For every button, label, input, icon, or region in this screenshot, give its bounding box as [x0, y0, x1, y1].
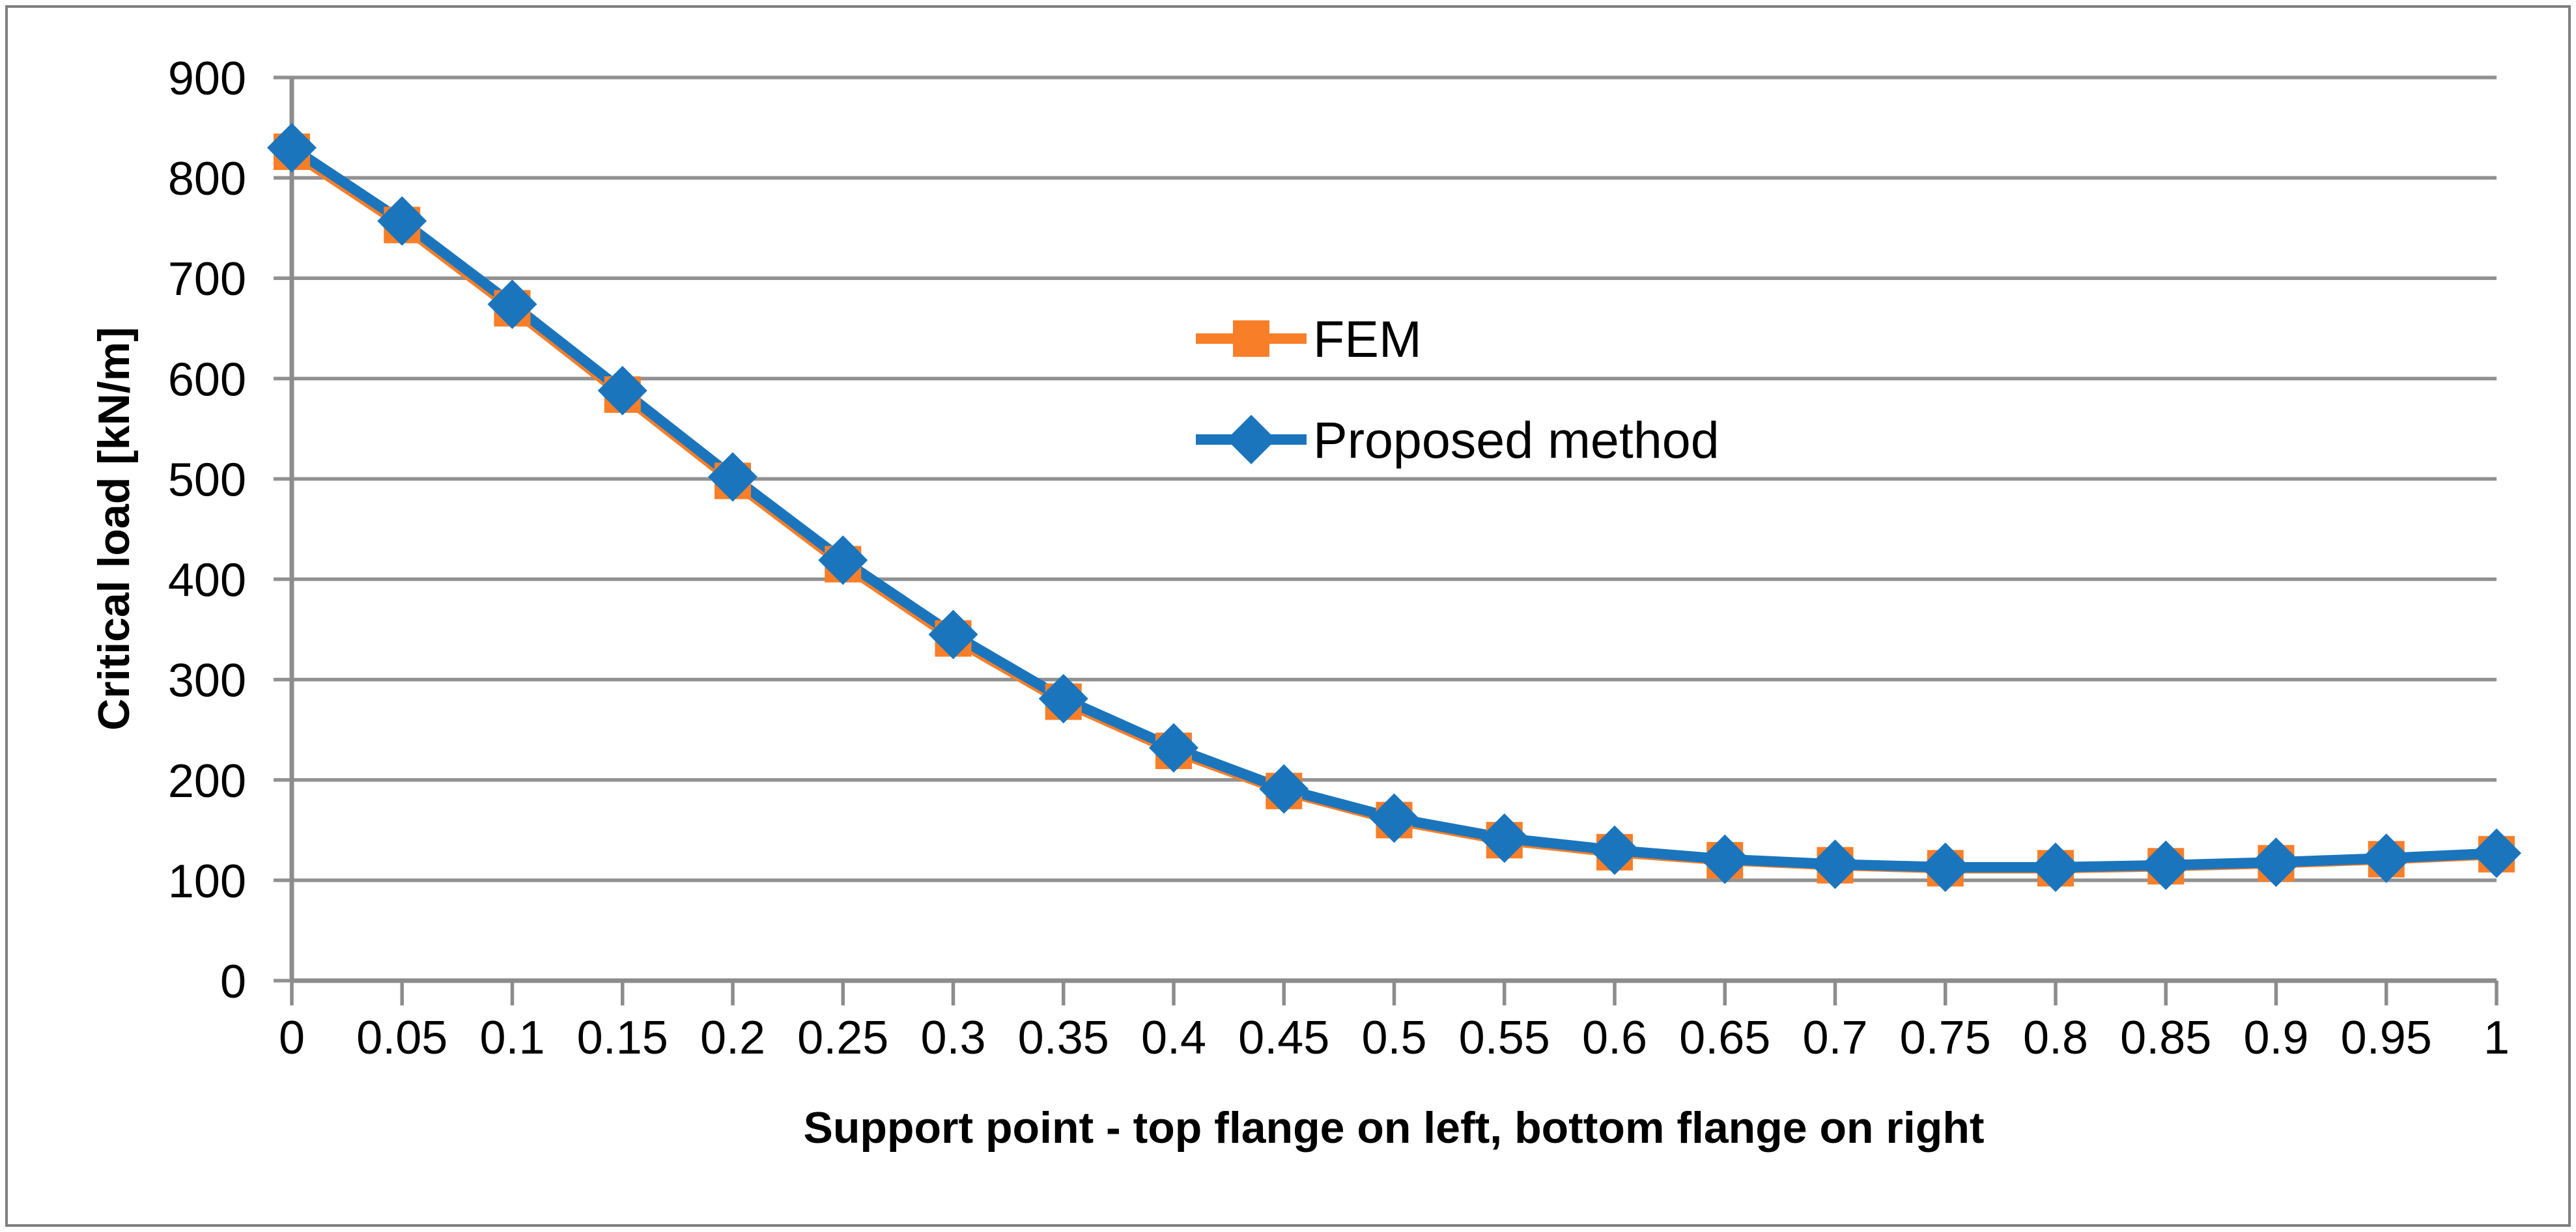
x-tick-label: 0.1	[479, 1012, 545, 1064]
y-tick-label: 400	[168, 555, 246, 607]
legend-marker-fem	[1233, 320, 1269, 357]
y-tick-label: 200	[168, 755, 246, 807]
x-tick-label: 0.6	[1582, 1012, 1647, 1064]
y-axis-title: Critical load [kN/m]	[89, 327, 139, 731]
x-tick-label: 0.65	[1679, 1012, 1770, 1064]
diamond-marker	[1149, 723, 1198, 773]
y-tick-label: 800	[168, 153, 246, 205]
x-tick-label: 0.5	[1361, 1012, 1426, 1064]
x-tick-label: 0.55	[1459, 1012, 1550, 1064]
x-axis-title: Support point - top flange on left, bott…	[803, 1103, 1984, 1153]
y-tick-label: 100	[168, 856, 246, 908]
legend-marker-proposed-method	[1226, 415, 1276, 464]
series-markers-proposed-method	[267, 122, 2521, 892]
diamond-marker	[2472, 828, 2521, 878]
y-tick-label: 300	[168, 655, 246, 707]
x-tick-label: 1	[2484, 1012, 2510, 1064]
diamond-marker	[2141, 840, 2191, 890]
x-tick-label: 0.85	[2120, 1012, 2211, 1064]
diamond-marker	[377, 196, 427, 246]
y-tick-labels: 0 100 200 300 400 500 600 700 800 900	[168, 53, 246, 1008]
y-tick-label: 0	[220, 956, 246, 1008]
x-tick-label: 0.2	[700, 1012, 765, 1064]
legend-entry-fem: FEM	[1196, 310, 1422, 368]
diamond-marker	[1369, 793, 1419, 843]
diamond-marker	[487, 279, 537, 329]
x-tick-label: 0.25	[797, 1012, 888, 1064]
diamond-marker	[1920, 842, 1970, 892]
diamond-marker	[1700, 834, 1750, 884]
gridlines	[292, 76, 2497, 882]
legend-label-proposed-method: Proposed method	[1313, 411, 1720, 469]
y-ticks	[274, 76, 292, 983]
diamond-marker	[2031, 842, 2080, 892]
x-tick-label: 0	[279, 1012, 305, 1064]
diamond-marker	[1810, 839, 1860, 889]
y-tick-label: 500	[168, 454, 246, 506]
diamond-marker	[1038, 673, 1088, 723]
diamond-marker	[818, 535, 868, 585]
y-tick-label: 900	[168, 53, 246, 105]
x-tick-label: 0.95	[2341, 1012, 2432, 1064]
diamond-marker	[2251, 837, 2301, 888]
x-tick-label: 0.3	[920, 1012, 985, 1064]
x-tick-label: 0.9	[2243, 1012, 2308, 1064]
x-tick-label: 0.7	[1802, 1012, 1867, 1064]
x-tick-label: 0.35	[1018, 1012, 1109, 1064]
x-tick-label: 0.75	[1900, 1012, 1991, 1064]
diamond-marker	[928, 609, 978, 660]
diamond-marker	[2361, 833, 2411, 883]
x-tick-label: 0.4	[1141, 1012, 1206, 1064]
diamond-marker	[1259, 764, 1309, 814]
y-tick-label: 600	[168, 354, 246, 406]
chart-border	[5, 5, 2571, 1227]
diamond-marker	[1590, 825, 1639, 875]
x-tick-label: 0.05	[356, 1012, 447, 1064]
legend: FEM Proposed method	[1196, 310, 1720, 469]
legend-entry-proposed-method: Proposed method	[1196, 411, 1720, 469]
x-tick-label: 0.45	[1238, 1012, 1329, 1064]
diamond-marker	[708, 452, 757, 502]
x-tick-label: 0.15	[577, 1012, 668, 1064]
diamond-marker	[597, 365, 647, 415]
x-ticks	[290, 981, 2498, 1005]
diamond-marker	[267, 122, 317, 173]
x-tick-label: 0.8	[2023, 1012, 2088, 1064]
diamond-marker	[1479, 813, 1529, 863]
legend-label-fem: FEM	[1313, 310, 1422, 368]
y-tick-label: 700	[168, 253, 246, 305]
x-tick-labels: 0 0.05 0.1 0.15 0.2 0.25 0.3 0.35 0.4 0.45 0.5 0.55…	[279, 1012, 2510, 1064]
